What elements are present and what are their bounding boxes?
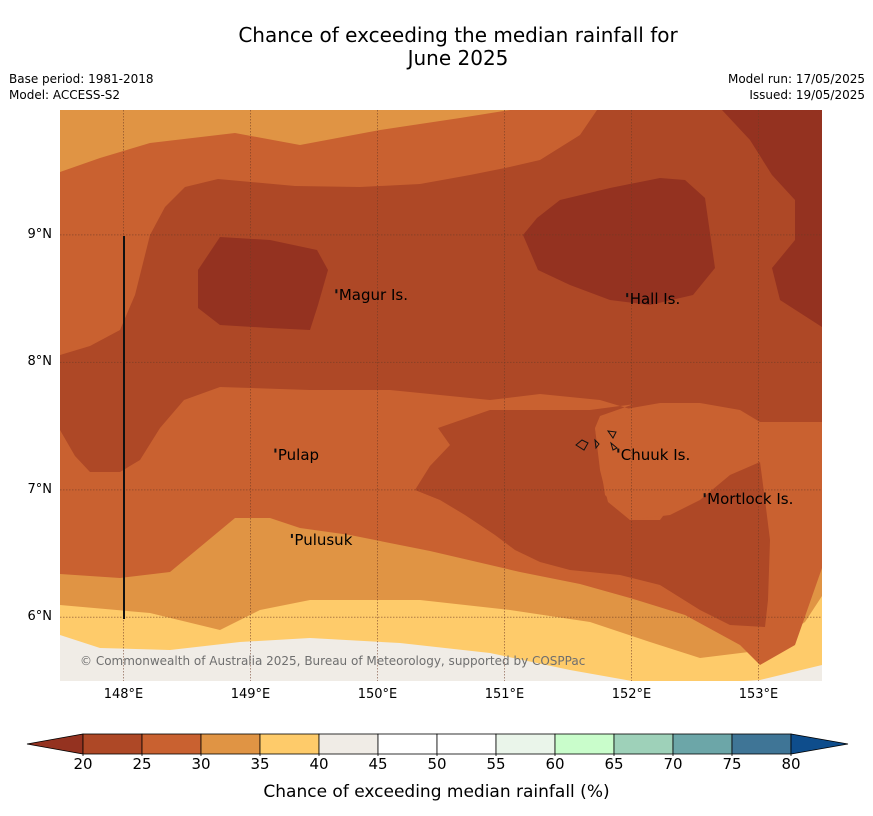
rain-band-under-20-magur — [198, 237, 328, 330]
graticule — [60, 110, 822, 681]
colorbar-under-arrow — [26, 733, 84, 755]
island-marker — [703, 493, 706, 498]
island-marker — [335, 289, 338, 294]
colorbar-label: Chance of exceeding median rainfall (%) — [263, 782, 610, 802]
colorbar-segment — [613, 733, 674, 755]
meta-right: Model run: 17/05/2025 Issued: 19/05/2025 — [728, 71, 865, 103]
colorbar-segment — [259, 733, 320, 755]
colorbar-tick-label: 55 — [486, 755, 506, 773]
island-marker — [290, 533, 293, 538]
colorbar-segment — [554, 733, 615, 755]
place-label: Mortlock Is. — [707, 490, 794, 509]
map-title-line-2: June 2025 — [407, 46, 509, 70]
longitude-label: 148°E — [103, 687, 144, 702]
colorbar-tick-label: 30 — [191, 755, 211, 773]
longitude-label: 149°E — [230, 687, 271, 702]
colorbar-tick-label: 40 — [309, 755, 329, 773]
model-run-text: Model run: 17/05/2025 — [727, 72, 865, 86]
latitude-label: 6°N — [27, 609, 53, 625]
colorbar-tick-label: 20 — [73, 755, 93, 773]
colorbar-segment — [731, 733, 792, 755]
latitude-label: 9°N — [27, 226, 53, 242]
rainfall-map-canvas — [60, 110, 822, 681]
colorbar-tick-label: 50 — [427, 755, 447, 773]
colorbar-tick-label: 70 — [663, 755, 683, 773]
place-label: Hall Is. — [629, 290, 681, 309]
colorbar-tick-label: 25 — [132, 755, 152, 773]
place-label: Pulap — [277, 445, 320, 464]
copyright-notice: © Commonwealth of Australia 2025, Bureau… — [80, 654, 586, 668]
model-text: Model: ACCESS-S2 — [9, 88, 121, 102]
colorbar-segment — [377, 733, 438, 755]
colorbar-segment — [200, 733, 261, 755]
map-title-line-1: Chance of exceeding the median rainfall … — [238, 23, 678, 47]
place-label: Chuuk Is. — [620, 445, 691, 464]
longitude-label: 151°E — [484, 687, 525, 702]
colorbar-segment — [82, 733, 143, 755]
colorbar-tick-label: 75 — [722, 755, 742, 773]
latitude-label: 8°N — [27, 354, 53, 370]
rain-band-25-30-patch — [595, 403, 760, 520]
colorbar-segment — [141, 733, 202, 755]
base-period-text: Base period: 1981-2018 — [9, 72, 154, 86]
colorbar-segment — [495, 733, 556, 755]
colorbar-tick-label: 60 — [545, 755, 565, 773]
chuuk-island-outlines — [575, 430, 618, 451]
colorbar-segment — [318, 733, 379, 755]
colorbar — [26, 733, 849, 756]
colorbar-segment — [436, 733, 497, 755]
island-marker — [617, 448, 620, 453]
colorbar-tick-label: 45 — [368, 755, 388, 773]
colorbar-tick-label: 80 — [781, 755, 801, 773]
rain-band-under-20-hall — [523, 178, 715, 305]
colorbar-segment — [672, 733, 733, 755]
latitude-label: 7°N — [27, 481, 53, 497]
rainfall-map — [60, 110, 822, 681]
longitude-label: 152°E — [611, 687, 652, 702]
island-marker — [626, 293, 629, 298]
issued-text: Issued: 19/05/2025 — [749, 88, 865, 102]
longitude-label: 150°E — [357, 687, 398, 702]
colorbar-tick-label: 35 — [250, 755, 270, 773]
meta-left: Base period: 1981-2018 Model: ACCESS-S2 — [9, 71, 154, 103]
colorbar-over-arrow — [790, 733, 849, 755]
island-marker — [274, 448, 277, 453]
colorbar-tick-label: 65 — [604, 755, 624, 773]
place-label: Magur Is. — [338, 286, 408, 305]
rain-band-under-20-northeast — [722, 110, 822, 327]
longitude-label: 153°E — [738, 687, 779, 702]
place-markers — [274, 289, 706, 538]
place-label: Pulusuk — [294, 530, 353, 549]
